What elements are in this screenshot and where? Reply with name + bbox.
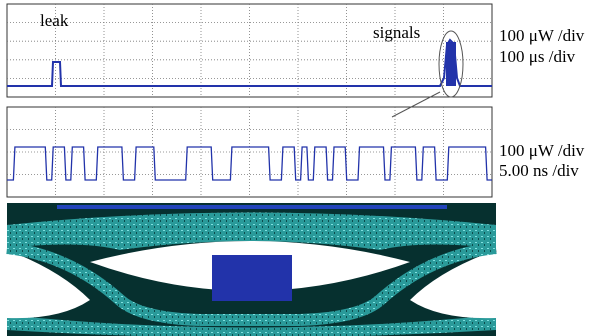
panel-frame — [7, 4, 492, 97]
power-scale: 100 μW /div — [499, 141, 585, 160]
top-panel — [7, 4, 492, 97]
leak-label: leak — [40, 11, 69, 30]
callout-line — [392, 92, 440, 117]
signal-burst — [446, 42, 456, 86]
eye-mask — [212, 255, 292, 301]
power-scale: 100 μW /div — [499, 26, 585, 45]
eye-panel — [7, 203, 496, 336]
eye-top-bar — [57, 205, 447, 209]
time-scale: 100 μs /div — [499, 47, 576, 66]
middle-panel — [7, 107, 492, 197]
signals-label: signals — [373, 23, 420, 42]
figure: leak signals 100 μW /div 100 μs /div 100… — [0, 0, 602, 336]
time-scale: 5.00 ns /div — [499, 161, 579, 180]
